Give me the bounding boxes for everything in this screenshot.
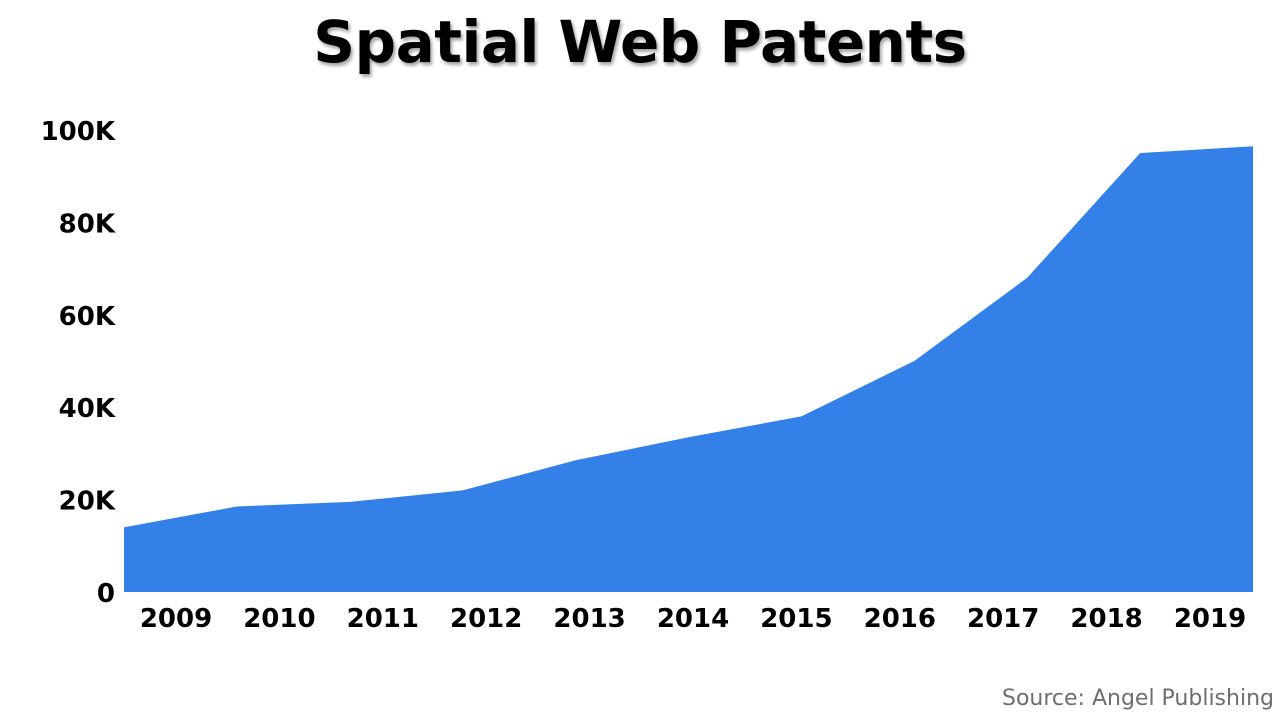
x-tick-label: 2009 [140, 604, 212, 634]
y-tick-label: 100K [41, 117, 116, 147]
y-tick-label: 40K [59, 394, 116, 424]
x-tick-label: 2013 [553, 604, 625, 634]
x-axis: 2009 2010 2011 2012 2013 2014 2015 2016 2017 2018… [140, 604, 1246, 634]
x-tick-label: 2010 [243, 604, 315, 634]
y-axis: 0 20K 40K 60K 80K 100K [41, 117, 116, 609]
x-tick-label: 2016 [864, 604, 936, 634]
x-tick-label: 2019 [1174, 604, 1246, 634]
y-tick-label: 60K [59, 302, 116, 332]
x-tick-label: 2014 [657, 604, 729, 634]
chart-title: Spatial Web Patents [313, 8, 967, 76]
y-tick-label: 0 [97, 579, 115, 609]
x-tick-label: 2012 [450, 604, 522, 634]
area-series [124, 146, 1253, 592]
x-tick-label: 2017 [967, 604, 1039, 634]
x-tick-label: 2018 [1070, 604, 1142, 634]
x-tick-label: 2011 [347, 604, 419, 634]
source-note: Source: Angel Publishing [1001, 686, 1274, 711]
y-tick-label: 20K [59, 487, 116, 517]
y-tick-label: 80K [59, 209, 116, 239]
x-tick-label: 2015 [760, 604, 832, 634]
